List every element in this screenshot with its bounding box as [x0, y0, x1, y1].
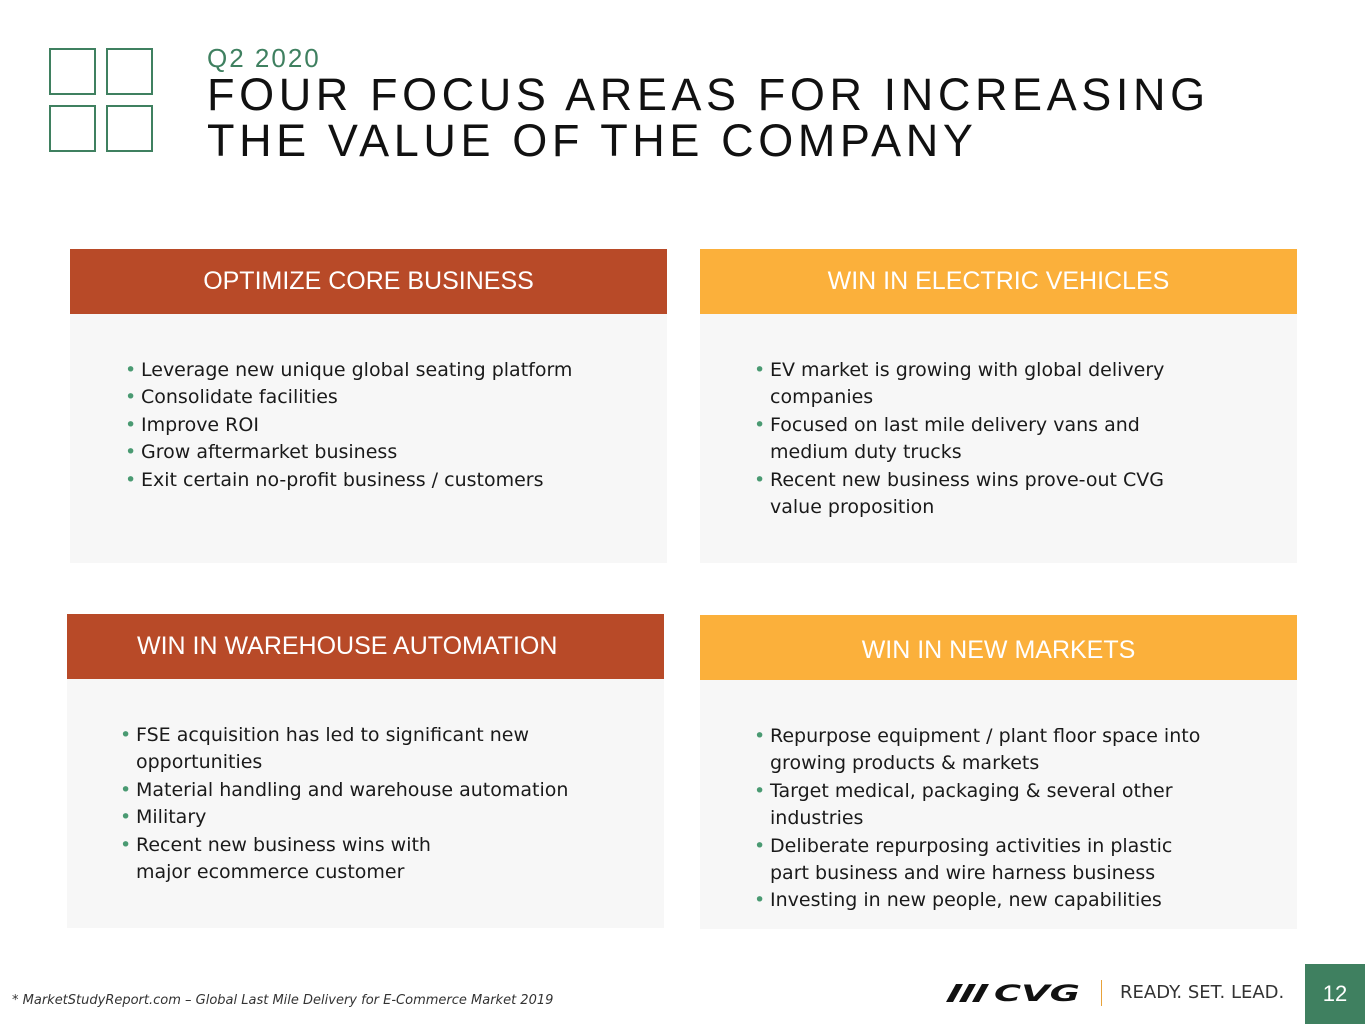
list-item: • Exit certain no-profit business / custo…: [125, 467, 645, 494]
list-item: • Repurpose equipment / plant floor space…: [754, 725, 1201, 775]
slide-eyebrow: Q2 2020: [207, 43, 321, 73]
bullet-icon: •: [754, 359, 766, 381]
focus-card-new-markets: WIN IN NEW MARKETS • Repurpose equipment …: [700, 615, 1297, 929]
list-item: • Recent new business wins prove-out CVG …: [754, 468, 1165, 519]
card-header: WIN IN NEW MARKETS: [700, 615, 1297, 680]
list-item: • Recent new business wins with major eco…: [120, 833, 431, 884]
list-item: • Focused on last mile delivery vans and …: [754, 413, 1140, 464]
focus-card-warehouse-automation: WIN IN WAREHOUSE AUTOMATION • FSE acquisi…: [67, 614, 664, 928]
bullet-icon: •: [754, 468, 766, 491]
bullet-icon: •: [120, 833, 132, 856]
bullet-icon: •: [120, 724, 132, 746]
list-item: • Improve ROI: [125, 412, 645, 439]
grid-square-icon: [49, 48, 96, 95]
logo-text: CVG: [994, 982, 1080, 1004]
focus-card-optimize-core: OPTIMIZE CORE BUSINESS • Leverage new uni…: [70, 249, 667, 563]
bullet-icon: •: [120, 806, 132, 829]
cvg-logo: CVG: [946, 982, 1080, 1004]
list-item: • Leverage new unique global seating plat…: [125, 357, 645, 384]
footer-divider: [1101, 980, 1102, 1006]
bullet-icon: •: [125, 441, 137, 464]
slide-title: FOUR FOCUS AREAS FOR INCREASING THE VALU…: [207, 72, 1210, 164]
list-item: • Investing in new people, new capabiliti…: [754, 887, 1214, 914]
bullet-icon: •: [754, 413, 766, 436]
footnote: * MarketStudyReport.com – Global Last Mi…: [12, 993, 554, 1008]
title-line-1: FOUR FOCUS AREAS FOR INCREASING: [207, 69, 1210, 120]
grid-square-icon: [106, 48, 153, 95]
bullet-icon: •: [125, 386, 137, 409]
bullet-icon: •: [754, 834, 766, 857]
bullet-list: • Repurpose equipment / plant floor space…: [754, 723, 1214, 915]
bullet-icon: •: [754, 725, 766, 747]
list-item: • FSE acquisition has led to significant …: [120, 724, 530, 774]
page-number: 12: [1305, 964, 1365, 1024]
grid-square-icon: [106, 105, 153, 152]
title-line-2: THE VALUE OF THE COMPANY: [207, 115, 978, 166]
focus-card-electric-vehicles: WIN IN ELECTRIC VEHICLES • EV market is g…: [700, 249, 1297, 563]
card-header: OPTIMIZE CORE BUSINESS: [70, 249, 667, 314]
list-item: • Target medical, packaging & several oth…: [754, 779, 1173, 830]
card-header: WIN IN WAREHOUSE AUTOMATION: [67, 614, 664, 679]
list-item: • Material handling and warehouse automat…: [120, 777, 660, 804]
grid-logo-icon: [49, 48, 157, 156]
bullet-list: • EV market is growing with global delive…: [754, 357, 1214, 521]
card-header: WIN IN ELECTRIC VEHICLES: [700, 249, 1297, 314]
bullet-icon: •: [125, 359, 137, 381]
bullet-icon: •: [754, 779, 766, 802]
list-item: • Grow aftermarket business: [125, 439, 645, 466]
bullet-list: • FSE acquisition has led to significant …: [120, 722, 660, 886]
list-item: • EV market is growing with global delive…: [754, 359, 1165, 409]
bullet-icon: •: [754, 889, 766, 912]
bullet-icon: •: [125, 468, 137, 491]
bullet-icon: •: [125, 413, 137, 436]
list-item: • Consolidate facilities: [125, 384, 645, 411]
list-item: • Military: [120, 804, 660, 831]
grid-square-icon: [49, 105, 96, 152]
bullet-icon: •: [120, 778, 132, 801]
list-item: • Deliberate repurposing activities in pl…: [754, 834, 1173, 885]
tagline: READY. SET. LEAD.: [1120, 982, 1285, 1003]
bullet-list: • Leverage new unique global seating plat…: [125, 357, 645, 494]
